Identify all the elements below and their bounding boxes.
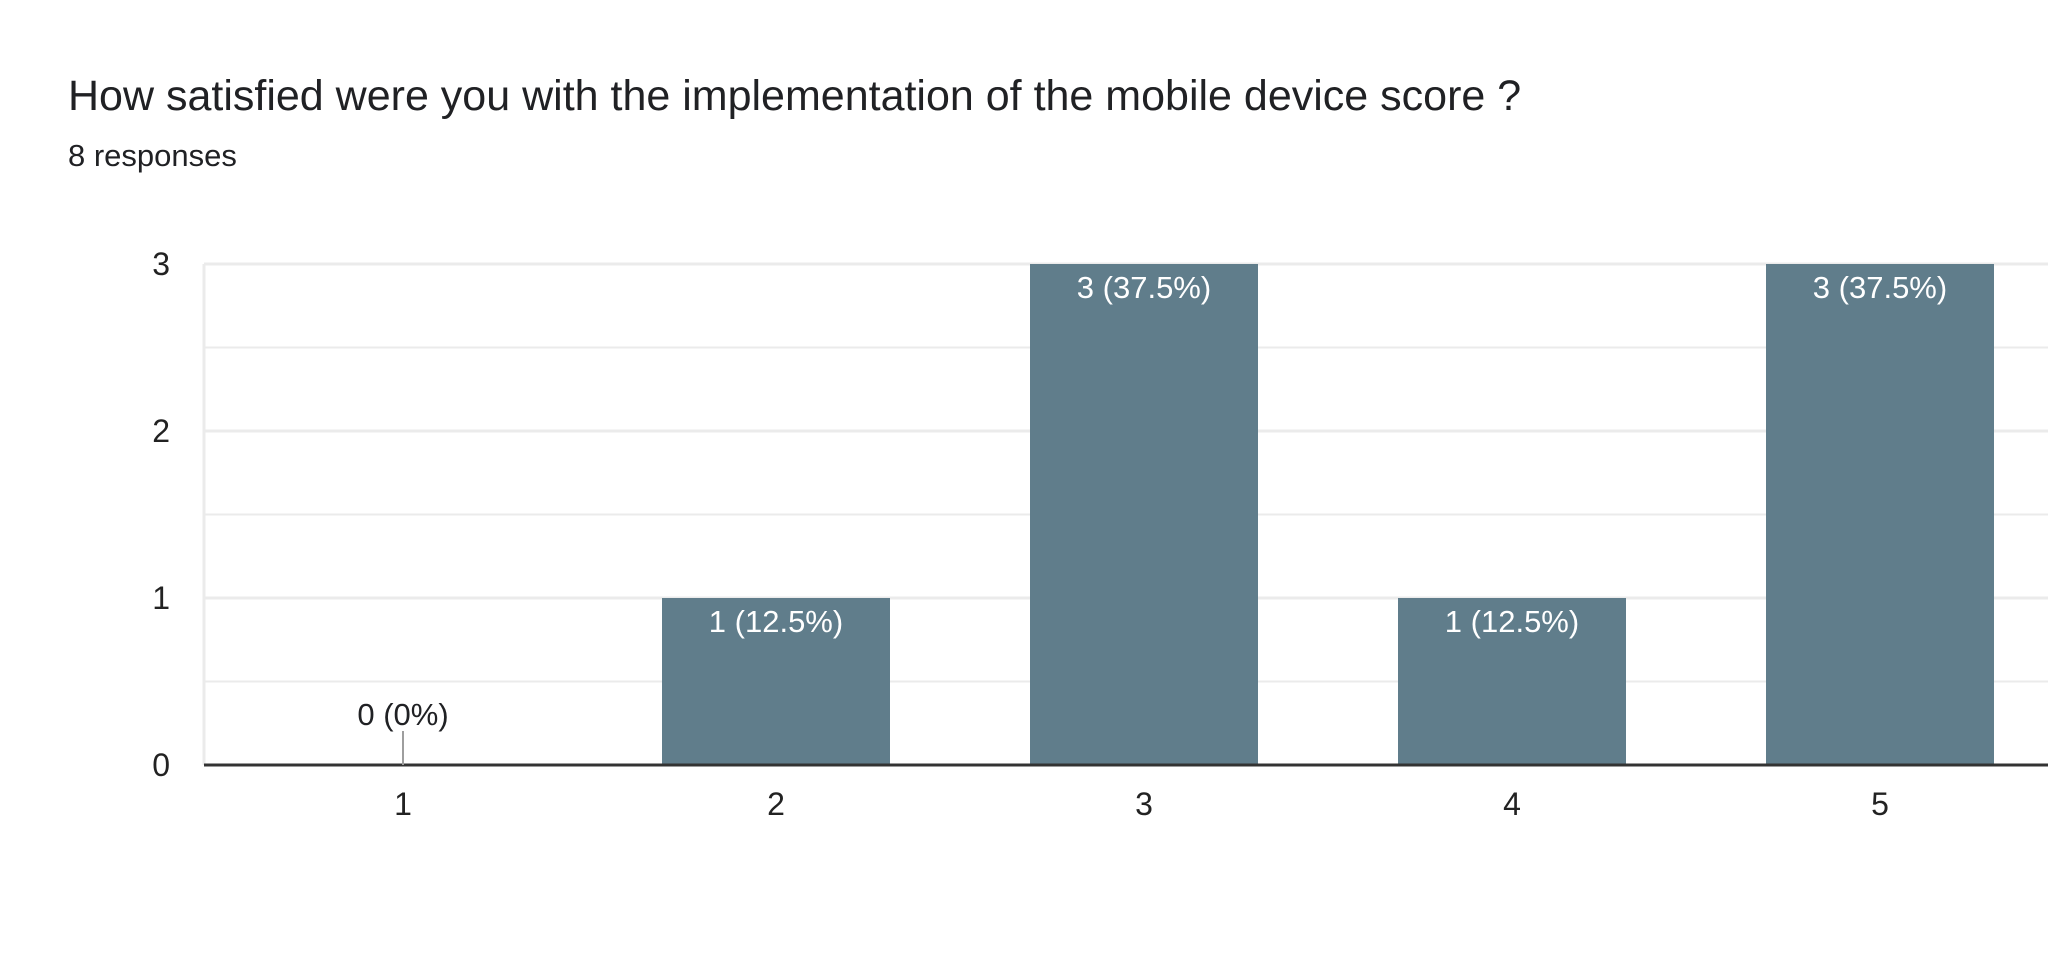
bar <box>1030 264 1258 765</box>
bars <box>662 264 1994 765</box>
x-axis-ticks: 1 2 3 4 5 <box>394 786 1889 822</box>
bar <box>1398 598 1626 765</box>
data-label: 3 (37.5%) <box>1077 270 1211 305</box>
y-tick-label: 1 <box>152 580 170 616</box>
y-tick-label: 3 <box>152 246 170 282</box>
response-count: 8 responses <box>68 138 237 173</box>
data-label: 3 (37.5%) <box>1813 270 1947 305</box>
data-label: 1 (12.5%) <box>709 604 843 639</box>
x-tick-label: 4 <box>1503 786 1521 822</box>
question-title: How satisfied were you with the implemen… <box>68 72 1522 120</box>
y-tick-label: 0 <box>152 747 170 783</box>
data-label: 1 (12.5%) <box>1445 604 1579 639</box>
bar <box>662 598 890 765</box>
data-labels: 0 (0%) 1 (12.5%) 3 (37.5%) 1 (12.5%) 3 (37.5… <box>357 270 1947 765</box>
data-label: 0 (0%) <box>357 697 448 732</box>
y-tick-label: 2 <box>152 413 170 449</box>
y-axis-ticks: 0 1 2 3 <box>152 246 170 783</box>
bar <box>1766 264 1994 765</box>
x-tick-label: 5 <box>1871 786 1889 822</box>
x-tick-label: 1 <box>394 786 412 822</box>
x-tick-label: 2 <box>767 786 785 822</box>
x-tick-label: 3 <box>1135 786 1153 822</box>
